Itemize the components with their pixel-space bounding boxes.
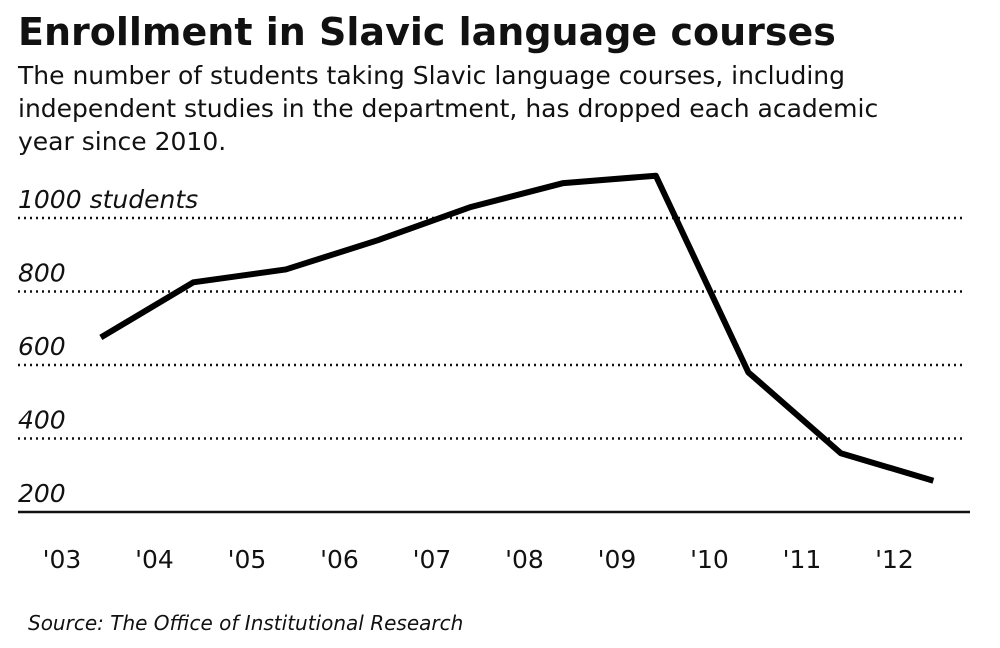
y-tick-label: 600 — [18, 332, 66, 361]
x-tick-label: '09 — [598, 545, 637, 574]
x-tick-label: '03 — [43, 545, 82, 574]
y-tick-label: 400 — [18, 406, 66, 435]
x-tick-label: '11 — [783, 545, 822, 574]
x-tick-label: '12 — [875, 545, 914, 574]
x-tick-label: '04 — [135, 545, 174, 574]
subtitle: year since 2010. — [18, 127, 226, 156]
x-tick-label: '05 — [228, 545, 267, 574]
line — [99, 172, 935, 484]
y-tick-label: 800 — [18, 259, 66, 288]
chart-title: Enrollment in Slavic language courses — [18, 10, 836, 54]
x-tick-label: '07 — [413, 545, 452, 574]
y-tick-label: 1000 students — [18, 185, 198, 214]
subtitle: The number of students taking Slavic lan… — [17, 61, 845, 90]
x-tick-label: '06 — [320, 545, 359, 574]
subtitle: independent studies in the department, h… — [18, 94, 878, 123]
x-tick-label: '08 — [505, 545, 544, 574]
source: Source: The Office of Institutional Rese… — [28, 611, 463, 635]
x-tick-label: '10 — [690, 545, 729, 574]
y-tick-label: 200 — [18, 479, 66, 508]
